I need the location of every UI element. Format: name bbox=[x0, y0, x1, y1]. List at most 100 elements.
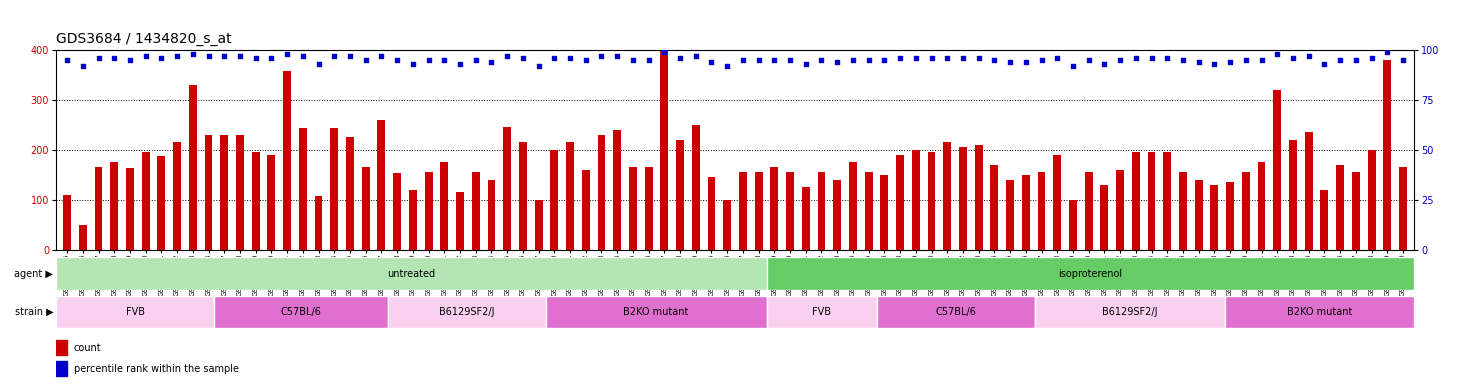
Point bbox=[669, 55, 692, 61]
Point bbox=[636, 57, 660, 63]
Bar bbox=[1383, 60, 1392, 250]
Point bbox=[936, 55, 959, 61]
Bar bbox=[692, 125, 700, 250]
Text: untreated: untreated bbox=[387, 268, 435, 279]
Bar bbox=[1210, 185, 1218, 250]
Point bbox=[213, 53, 236, 59]
Point bbox=[307, 61, 331, 67]
Bar bbox=[456, 192, 463, 250]
Bar bbox=[425, 172, 432, 250]
Bar bbox=[56, 361, 68, 376]
Point bbox=[543, 55, 567, 61]
Bar bbox=[1305, 132, 1312, 250]
Bar bbox=[393, 173, 401, 250]
Bar bbox=[974, 145, 983, 250]
Point bbox=[276, 51, 300, 57]
Point bbox=[903, 55, 927, 61]
Bar bbox=[1258, 162, 1265, 250]
Bar bbox=[990, 165, 998, 250]
Point bbox=[1218, 59, 1241, 65]
Point bbox=[71, 63, 94, 69]
Point bbox=[1170, 57, 1194, 63]
Bar bbox=[770, 167, 778, 250]
Bar bbox=[880, 175, 889, 250]
Point bbox=[463, 57, 487, 63]
Bar bbox=[567, 142, 574, 250]
Point bbox=[102, 55, 125, 61]
Bar bbox=[1054, 155, 1061, 250]
Bar bbox=[111, 162, 118, 250]
Point bbox=[1108, 57, 1132, 63]
Text: B6129SF2/J: B6129SF2/J bbox=[1103, 307, 1157, 317]
Bar bbox=[158, 156, 165, 250]
Bar bbox=[345, 137, 354, 250]
Bar bbox=[300, 128, 307, 250]
Bar bbox=[534, 200, 543, 250]
Bar bbox=[766, 257, 1414, 290]
Bar bbox=[1085, 172, 1092, 250]
Point bbox=[683, 53, 707, 59]
Point bbox=[794, 61, 818, 67]
Bar bbox=[865, 172, 872, 250]
Bar bbox=[56, 340, 68, 355]
Bar bbox=[236, 135, 244, 250]
Bar bbox=[409, 190, 416, 250]
Bar bbox=[1241, 172, 1250, 250]
Bar bbox=[214, 296, 388, 328]
Point bbox=[260, 55, 283, 61]
Point bbox=[763, 57, 787, 63]
Point bbox=[55, 57, 78, 63]
Point bbox=[527, 63, 551, 69]
Point bbox=[605, 53, 629, 59]
Point bbox=[385, 57, 409, 63]
Point bbox=[149, 55, 173, 61]
Point bbox=[118, 57, 142, 63]
Bar bbox=[801, 187, 810, 250]
Point bbox=[951, 55, 974, 61]
Text: GDS3684 / 1434820_s_at: GDS3684 / 1434820_s_at bbox=[56, 31, 232, 46]
Bar bbox=[173, 142, 182, 250]
Point bbox=[810, 57, 834, 63]
Point bbox=[196, 53, 220, 59]
Bar bbox=[267, 155, 276, 250]
Bar bbox=[252, 152, 260, 250]
Bar bbox=[676, 140, 683, 250]
Point bbox=[1250, 57, 1274, 63]
Point bbox=[1092, 61, 1116, 67]
Point bbox=[511, 55, 534, 61]
Point bbox=[1297, 53, 1321, 59]
Text: agent ▶: agent ▶ bbox=[15, 268, 53, 279]
Bar bbox=[487, 180, 496, 250]
Point bbox=[1265, 51, 1289, 57]
Bar bbox=[1069, 200, 1077, 250]
Bar bbox=[613, 130, 621, 250]
Bar bbox=[142, 152, 149, 250]
Bar bbox=[503, 127, 511, 250]
Bar bbox=[1352, 172, 1359, 250]
Bar bbox=[378, 120, 385, 250]
Point bbox=[182, 51, 205, 57]
Bar bbox=[1007, 180, 1014, 250]
Point bbox=[1392, 57, 1415, 63]
Point bbox=[998, 59, 1021, 65]
Point bbox=[432, 57, 456, 63]
Bar bbox=[1194, 180, 1203, 250]
Point bbox=[229, 53, 252, 59]
Point bbox=[1187, 59, 1210, 65]
Text: percentile rank within the sample: percentile rank within the sample bbox=[74, 364, 239, 374]
Point bbox=[621, 57, 645, 63]
Point bbox=[889, 55, 912, 61]
Text: FVB: FVB bbox=[812, 307, 831, 317]
Point bbox=[338, 53, 362, 59]
Bar bbox=[1035, 296, 1225, 328]
Point bbox=[496, 53, 520, 59]
Point bbox=[480, 59, 503, 65]
Text: FVB: FVB bbox=[125, 307, 145, 317]
Bar bbox=[205, 135, 213, 250]
Text: count: count bbox=[74, 343, 102, 353]
Bar bbox=[283, 71, 291, 250]
Bar bbox=[766, 296, 877, 328]
Bar bbox=[834, 180, 841, 250]
Text: isoproterenol: isoproterenol bbox=[1058, 268, 1122, 279]
Point bbox=[1030, 57, 1054, 63]
